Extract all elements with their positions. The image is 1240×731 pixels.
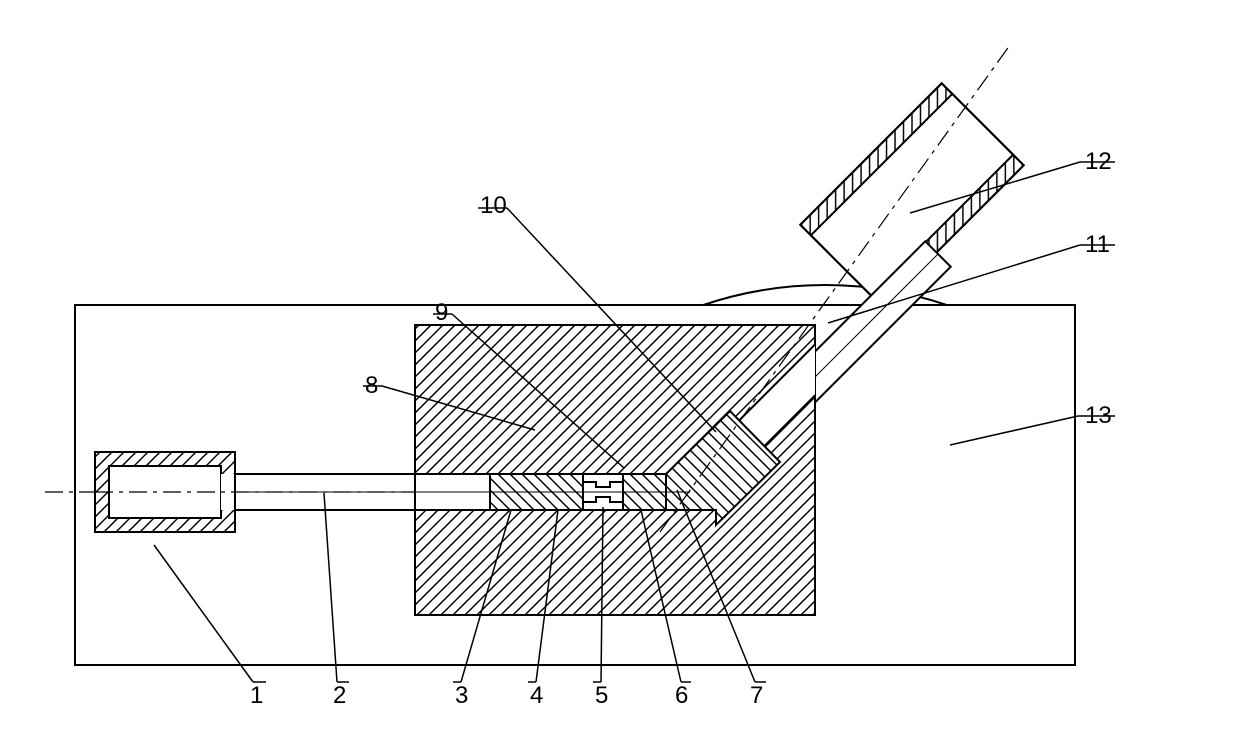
callout-label-3: 3	[455, 682, 468, 709]
callout-label-10: 10	[480, 192, 507, 219]
callout-label-2: 2	[333, 682, 346, 709]
callout-label-9: 9	[435, 299, 448, 326]
callout-label-4: 4	[530, 682, 543, 709]
callout-label-5: 5	[595, 682, 608, 709]
main-block	[415, 307, 878, 615]
callout-label-7: 7	[750, 682, 763, 709]
callout-label-11: 11	[1085, 231, 1110, 258]
callout-label-6: 6	[675, 682, 688, 709]
callout-label-8: 8	[365, 372, 378, 399]
callout-label-1: 1	[250, 682, 263, 709]
diagram-figure: 12345678910111213	[0, 0, 1240, 731]
callout-label-12: 12	[1085, 148, 1112, 175]
callout-label-13: 13	[1085, 402, 1112, 429]
